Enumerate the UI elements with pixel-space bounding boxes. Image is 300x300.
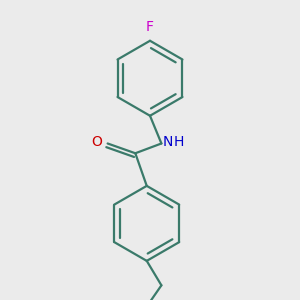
- Text: O: O: [91, 135, 102, 149]
- Text: N: N: [163, 135, 173, 149]
- Text: F: F: [146, 20, 154, 34]
- Text: H: H: [174, 135, 184, 149]
